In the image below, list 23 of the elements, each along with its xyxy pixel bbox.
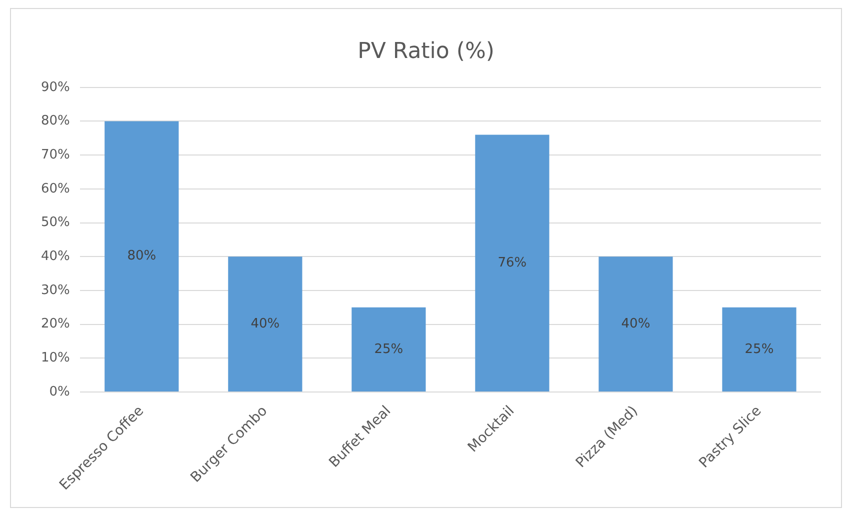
chart-title: PV Ratio (%) (358, 38, 494, 64)
data-label: 76% (498, 256, 527, 271)
data-label: 40% (621, 316, 650, 332)
y-tick-label: 60% (40, 181, 70, 196)
bar (228, 256, 302, 392)
y-tick-label: 90% (40, 80, 70, 95)
bar (598, 256, 673, 392)
bar (352, 307, 426, 392)
y-tick-label: 20% (40, 316, 70, 332)
bar (475, 134, 550, 392)
y-tick-label: 30% (40, 282, 70, 298)
y-tick-label: 80% (40, 114, 70, 129)
data-label: 40% (250, 316, 280, 332)
y-tick-label: 50% (40, 215, 70, 230)
data-label: 25% (374, 342, 404, 357)
y-tick-label: 70% (40, 147, 70, 162)
data-label: 25% (744, 342, 774, 357)
y-tick-label: 40% (40, 248, 70, 264)
data-label: 80% (127, 248, 156, 264)
y-tick-label: 0% (49, 384, 70, 400)
bar (104, 121, 179, 392)
y-tick-label: 10% (40, 350, 70, 366)
bar (722, 307, 796, 392)
